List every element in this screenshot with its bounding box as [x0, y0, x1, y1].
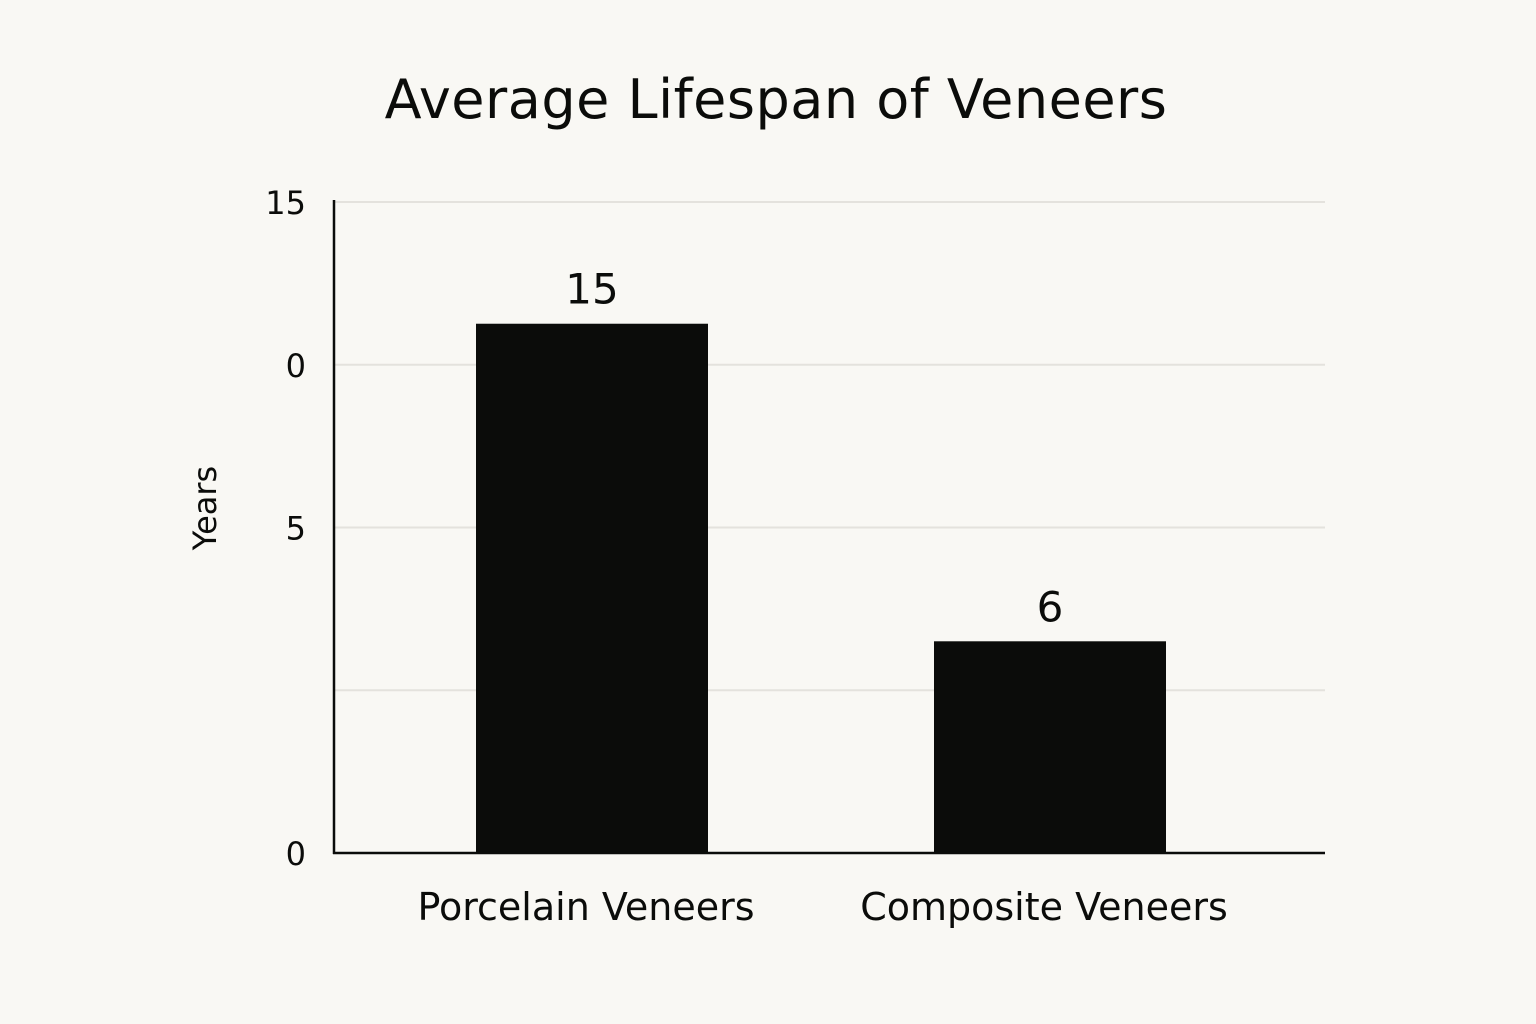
y-tick-label: 5 [286, 510, 306, 548]
chart-title: Average Lifespan of Veneers [384, 68, 1168, 131]
y-tick-label: 0 [286, 835, 306, 873]
bars: 15 Porcelain Veneers 6 Composite Veneers [417, 265, 1227, 929]
bar [476, 323, 708, 854]
data-label: 6 [1037, 582, 1064, 631]
x-tick-label: Porcelain Veneers [417, 885, 754, 929]
y-axis-label: Years [186, 466, 224, 551]
y-tick-labels: 15 0 5 0 [265, 184, 306, 873]
y-tick-label: 0 [286, 347, 306, 385]
bar [934, 641, 1166, 853]
y-tick-label: 15 [265, 184, 306, 222]
data-label: 15 [565, 265, 618, 314]
x-tick-label: Composite Veneers [860, 885, 1228, 929]
